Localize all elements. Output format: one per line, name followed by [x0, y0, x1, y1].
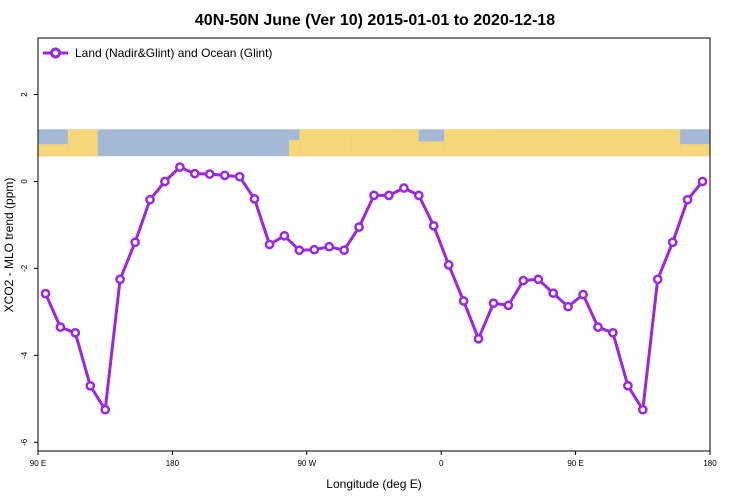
y-tick-label: 0 [20, 179, 29, 184]
data-point [189, 168, 200, 179]
map-land [444, 129, 681, 157]
data-point [578, 289, 588, 300]
world-map-strip [38, 129, 710, 157]
series-line [44, 165, 704, 412]
legend-marker [50, 47, 61, 59]
data-point [55, 322, 66, 332]
y-tick-label: -2 [20, 264, 29, 272]
x-tick-label: 0 [439, 459, 444, 468]
map-land [680, 144, 710, 157]
data-point [264, 239, 275, 250]
series-layer [40, 162, 708, 415]
map-land [500, 129, 561, 139]
data-point [443, 260, 454, 270]
data-point [130, 237, 140, 248]
data-point [234, 171, 245, 182]
data-point [503, 300, 514, 311]
x-axis-label: Longitude (deg E) [326, 477, 421, 491]
data-point [100, 404, 111, 415]
data-point [652, 274, 663, 285]
x-tick-label: 180 [703, 459, 717, 468]
y-axis-ticks: 2 0 -2 -4 -6 [20, 92, 38, 446]
data-point [518, 275, 529, 286]
x-axis-ticks: 90 E 180 90 W 0 90 E 180 [30, 451, 717, 468]
data-point [369, 190, 379, 201]
data-point [294, 245, 305, 256]
map-land [288, 140, 300, 157]
data-point [697, 176, 708, 187]
plot-frame [37, 37, 711, 452]
map-land [38, 144, 68, 157]
data-point [458, 296, 469, 306]
data-point [623, 380, 633, 391]
data-point [40, 288, 51, 299]
data-point [219, 170, 230, 181]
data-point [85, 380, 96, 391]
data-point [249, 194, 260, 204]
y-axis-label: XCO2 - MLO trend (ppm) [2, 178, 16, 313]
data-point [145, 194, 155, 205]
data-point [428, 220, 439, 231]
data-point [339, 245, 349, 256]
data-point [384, 190, 394, 201]
data-point [309, 244, 320, 255]
data-point [175, 162, 185, 172]
data-point [115, 274, 125, 285]
chart-title: 40N-50N June (Ver 10) 2015-01-01 to 2020… [195, 12, 555, 29]
map-land [418, 141, 445, 157]
data-point [204, 169, 215, 179]
data-point [413, 190, 424, 201]
map-land [67, 129, 98, 157]
legend-label: Land (Nadir&Glint) and Ocean (Glint) [75, 46, 272, 60]
y-tick-label: 2 [20, 92, 29, 97]
data-point [70, 327, 81, 338]
data-point [637, 404, 648, 415]
data-point [399, 183, 409, 193]
x-tick-label: 90 E [567, 459, 583, 468]
data-point [488, 298, 499, 309]
x-tick-label: 180 [166, 459, 180, 468]
y-tick-label: -4 [20, 351, 29, 359]
data-point [682, 194, 693, 205]
data-point [533, 274, 544, 285]
legend: Land (Nadir&Glint) and Ocean (Glint) [43, 46, 272, 60]
data-point [667, 237, 678, 248]
map-land [299, 129, 352, 157]
data-point [593, 322, 603, 332]
map-land [351, 129, 419, 157]
x-tick-label: 90 W [297, 459, 316, 468]
data-point [160, 176, 170, 187]
data-point [608, 327, 618, 338]
data-point [324, 241, 335, 252]
data-point [279, 230, 290, 241]
data-point [354, 222, 364, 232]
data-point [563, 301, 573, 312]
y-tick-label: -6 [20, 438, 29, 446]
data-point [473, 333, 484, 344]
x-tick-label: 90 E [30, 459, 46, 468]
data-point [548, 288, 559, 299]
